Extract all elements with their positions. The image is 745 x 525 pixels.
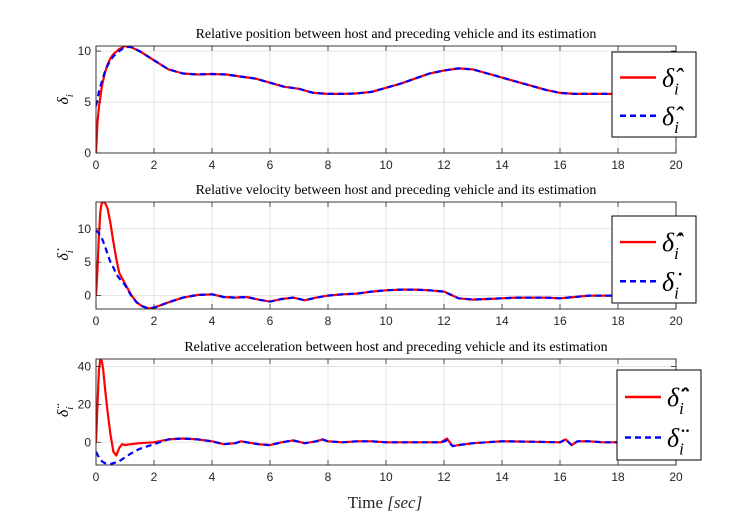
legend-box	[616, 369, 702, 461]
x-tick-label: 10	[379, 470, 393, 484]
x-tick-label: 14	[495, 158, 509, 172]
x-tick-label: 12	[437, 314, 451, 328]
legend: δ̂iδ̂i	[611, 51, 697, 138]
x-axis-label-unit: [sec]	[387, 493, 422, 512]
x-tick-label: 6	[267, 158, 274, 172]
x-tick-label: 4	[209, 470, 216, 484]
x-tick-label: 12	[437, 158, 451, 172]
y-tick-label: 10	[78, 44, 92, 58]
chart-title: Relative position between host and prece…	[196, 27, 597, 42]
x-tick-label: 14	[495, 314, 509, 328]
y-tick-label: 5	[84, 95, 91, 109]
y-tick-label: 0	[84, 146, 91, 160]
x-tick-label: 20	[669, 470, 683, 484]
x-tick-label: 6	[267, 314, 274, 328]
x-tick-label: 10	[379, 158, 393, 172]
x-tick-label: 0	[93, 314, 100, 328]
x-tick-label: 18	[611, 470, 625, 484]
legend: δ̂̈iδ̈i	[616, 369, 702, 461]
x-tick-label: 12	[437, 470, 451, 484]
subplot-3: 0 2 4 6 8 10 12 14 16 18 20 0 20 40 Relative accelerat…	[55, 340, 702, 484]
legend: δ̂̇iδ̇i	[611, 215, 697, 304]
y-axis-label: δi	[55, 94, 76, 104]
x-tick-label: 20	[669, 314, 683, 328]
x-tick-label: 16	[553, 314, 567, 328]
legend-box	[611, 215, 697, 304]
x-tick-label: 2	[151, 314, 158, 328]
subplot-1: 0 2 4 6 8 10 12 14 16 18 20 0 5 10 Relative position b…	[55, 27, 697, 172]
x-tick-label: 18	[611, 314, 625, 328]
x-tick-label: 8	[325, 314, 332, 328]
x-tick-label: 0	[93, 470, 100, 484]
x-tick-label: 14	[495, 470, 509, 484]
x-tick-label: 2	[151, 470, 158, 484]
y-tick-label: 20	[78, 397, 92, 411]
x-tick-label: 10	[379, 314, 393, 328]
y-tick-label: 5	[84, 255, 91, 269]
x-tick-label: 16	[553, 158, 567, 172]
x-axis-label: Time [sec]	[348, 493, 422, 512]
y-tick-label: 40	[78, 360, 92, 374]
x-tick-label: 6	[267, 470, 274, 484]
x-tick-label: 8	[325, 470, 332, 484]
legend-box	[611, 51, 697, 138]
series-line-2	[96, 229, 618, 309]
x-tick-label: 16	[553, 470, 567, 484]
y-tick-label: 10	[78, 222, 92, 236]
x-tick-label: 0	[93, 158, 100, 172]
x-tick-label: 8	[325, 158, 332, 172]
series-line-2	[96, 437, 618, 465]
chart-title: Relative velocity between host and prece…	[196, 183, 597, 198]
x-axis-label-word: Time	[348, 493, 388, 512]
y-tick-label: 0	[84, 289, 91, 303]
y-tick-label: 0	[84, 435, 91, 449]
x-tick-label: 4	[209, 314, 216, 328]
subplot-2: 0 2 4 6 8 10 12 14 16 18 20 0 5 10 Relative velocity b…	[55, 183, 697, 328]
x-tick-label: 18	[611, 158, 625, 172]
x-tick-label: 2	[151, 158, 158, 172]
x-tick-label: 4	[209, 158, 216, 172]
chart-title: Relative acceleration between host and p…	[184, 340, 607, 355]
series-line-2	[96, 46, 618, 107]
x-tick-label: 20	[669, 158, 683, 172]
